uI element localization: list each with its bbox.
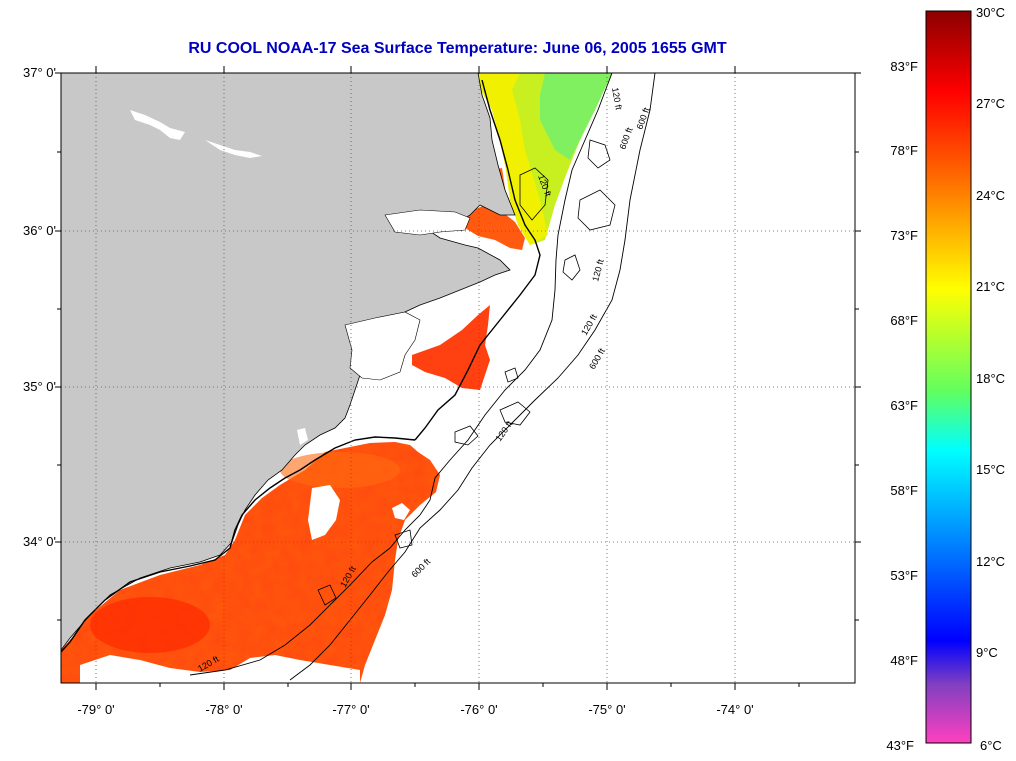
lon-label: -79° 0' <box>77 702 114 717</box>
lon-label: -75° 0' <box>588 702 625 717</box>
cloud-gap <box>80 655 360 683</box>
contour-loop <box>504 367 519 383</box>
inland-water <box>205 140 262 158</box>
contour-loop <box>454 425 479 446</box>
lat-label: 37° 0' <box>23 65 56 80</box>
lat-label: 35° 0' <box>23 379 56 394</box>
lat-label: 36° 0' <box>23 223 56 238</box>
inland-water-pamlico <box>344 311 421 381</box>
contour-120ft <box>189 73 613 676</box>
colorbar-f-label: 68°F <box>890 313 918 328</box>
colorbar-c-label: 9°C <box>976 645 998 660</box>
lon-label: -78° 0' <box>205 702 242 717</box>
lat-lon-grid <box>61 73 855 683</box>
colorbar-f-label: 53°F <box>890 568 918 583</box>
contour-loop <box>587 139 611 169</box>
sst-swath-north-yellow <box>445 73 548 245</box>
colorbar-f-label: 83°F <box>890 59 918 74</box>
sst-swath-north-green <box>540 73 612 160</box>
axis-ticks <box>55 66 861 690</box>
colorbar-c-label: 18°C <box>976 371 1005 386</box>
cloud-gap <box>308 485 340 540</box>
contour-loop <box>577 189 616 231</box>
lon-label: -76° 0' <box>460 702 497 717</box>
colorbar-c-label: 27°C <box>976 96 1005 111</box>
contour-label: 120 ft <box>610 87 624 111</box>
coastline-outer-banks <box>414 79 541 441</box>
lon-label: -77° 0' <box>332 702 369 717</box>
contour-600ft <box>289 73 656 681</box>
contour-loop <box>562 254 581 281</box>
colorbar-c-label: 12°C <box>976 554 1005 569</box>
sst-pamlico <box>412 305 490 390</box>
inland-water <box>297 428 308 445</box>
map-title: RU COOL NOAA-17 Sea Surface Temperature:… <box>188 40 727 57</box>
colorbar-f-label: 58°F <box>890 483 918 498</box>
colorbar-c-label: 24°C <box>976 188 1005 203</box>
inland-water-albemarle <box>384 209 471 236</box>
sst-albemarle <box>462 205 525 250</box>
contour-loop <box>394 529 413 549</box>
contour-loop <box>519 167 549 221</box>
colorbar-f-label: 63°F <box>890 398 918 413</box>
contour-loop <box>499 401 531 426</box>
warm-patch <box>90 597 210 653</box>
colorbar-c-label: 6°C <box>980 738 1002 753</box>
colorbar-f-label: 43°F <box>886 738 914 753</box>
colorbar-f-label: 78°F <box>890 143 918 158</box>
colorbar-c-label: 15°C <box>976 462 1005 477</box>
lat-label: 34° 0' <box>23 534 56 549</box>
colorbar-f-label: 48°F <box>890 653 918 668</box>
cool-patch <box>280 452 400 488</box>
colorbar-c-label: 30°C <box>976 5 1005 20</box>
colorbar-f-label: 73°F <box>890 228 918 243</box>
colorbar <box>925 10 972 744</box>
inland-water <box>130 110 185 140</box>
lon-label: -74° 0' <box>716 702 753 717</box>
contour-loop <box>317 584 337 606</box>
colorbar-c-label: 21°C <box>976 279 1005 294</box>
map-frame <box>60 72 856 684</box>
coastline-south <box>61 436 416 653</box>
cloud-gap <box>392 503 410 520</box>
